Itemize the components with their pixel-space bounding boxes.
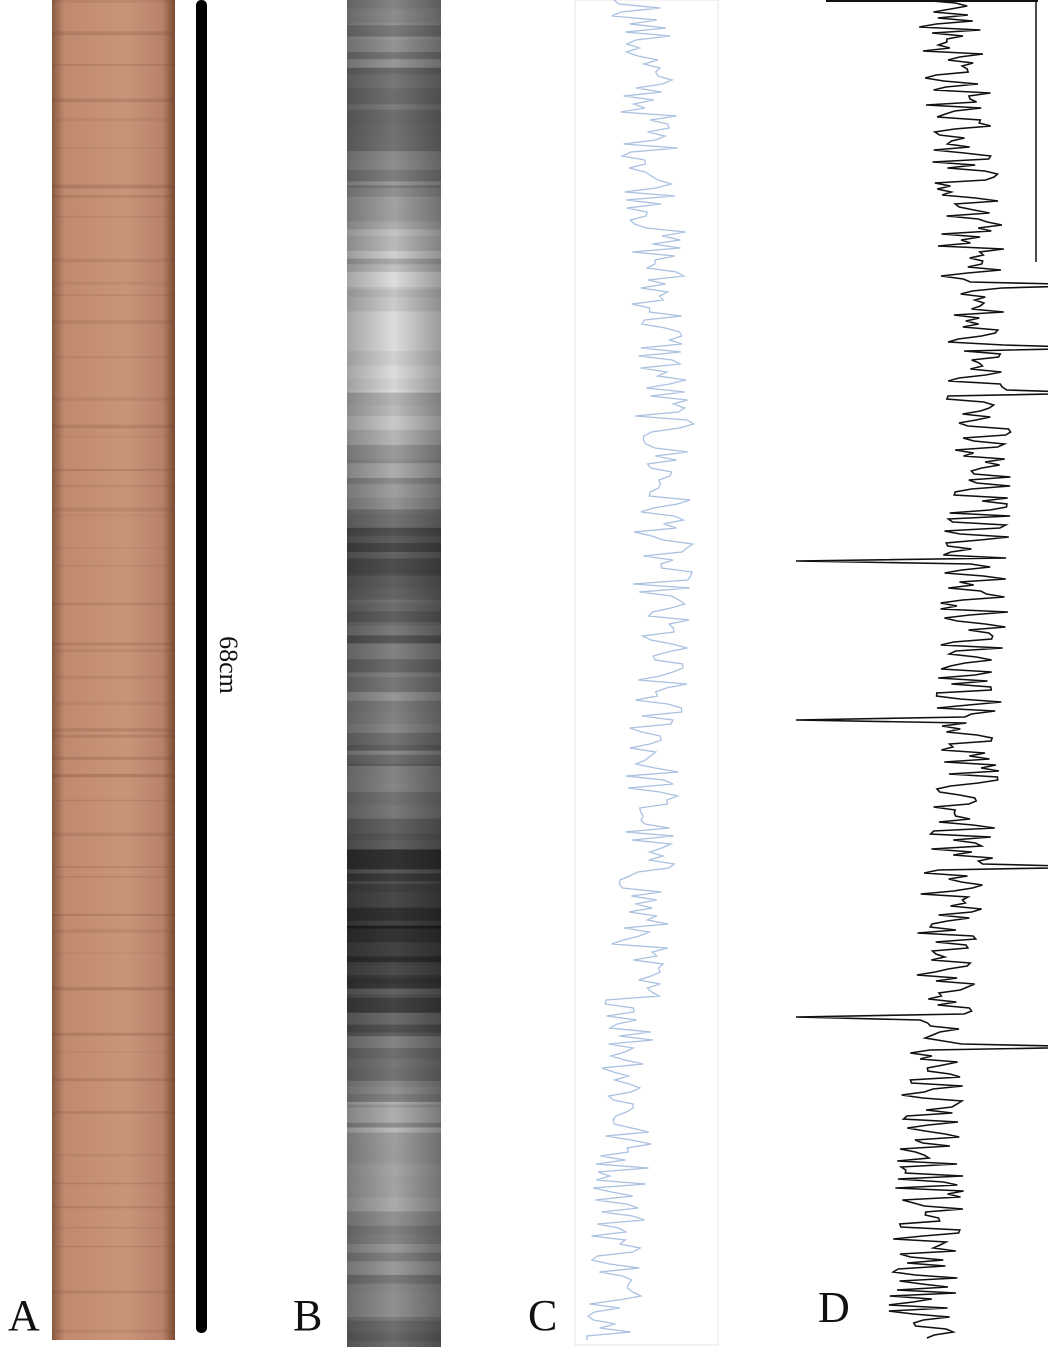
core-texture <box>52 1078 175 1082</box>
core-texture <box>52 1290 175 1294</box>
core-texture <box>52 1051 175 1053</box>
core-texture <box>52 468 175 472</box>
trace-c <box>586 0 696 1341</box>
core-texture <box>52 642 175 646</box>
panel-c-frame <box>574 0 719 1346</box>
core-texture <box>52 294 175 296</box>
xray-shade <box>347 0 441 1347</box>
core-texture <box>52 397 175 401</box>
core-texture <box>52 649 175 653</box>
core-texture <box>52 756 175 761</box>
core-texture <box>52 799 175 802</box>
core-texture <box>52 147 175 149</box>
core-texture <box>52 1153 175 1157</box>
core-texture <box>52 734 175 738</box>
core-texture <box>52 929 175 933</box>
core-texture <box>52 675 175 679</box>
core-texture <box>52 866 175 868</box>
core-texture <box>52 435 175 438</box>
core-texture <box>52 875 175 878</box>
core-texture <box>52 1206 175 1209</box>
core-texture <box>52 507 175 512</box>
core-texture <box>52 1111 175 1114</box>
core <box>52 0 175 1340</box>
core-texture <box>52 1245 175 1248</box>
core-texture <box>52 1032 175 1036</box>
core-texture <box>52 64 175 66</box>
panel-label: D <box>818 1283 850 1332</box>
scale-label: 68cm <box>214 636 243 694</box>
core-photo <box>52 0 175 1340</box>
core-texture <box>52 118 175 122</box>
core-texture <box>52 773 175 778</box>
core-texture <box>52 701 175 706</box>
core-texture <box>52 281 175 286</box>
core-texture <box>52 832 175 837</box>
core-texture <box>52 195 175 198</box>
core-texture <box>52 424 175 429</box>
core-texture <box>52 602 175 606</box>
scale-bar <box>196 0 207 1333</box>
core-texture <box>52 356 175 359</box>
core-texture <box>52 913 175 916</box>
core-texture <box>52 98 175 102</box>
core-texture <box>52 258 175 263</box>
core-texture <box>52 952 175 954</box>
core-texture <box>52 320 175 325</box>
core-texture <box>52 0 175 3</box>
core-texture <box>52 514 175 517</box>
core-texture <box>52 1226 175 1229</box>
core-texture <box>52 484 175 488</box>
core-texture <box>52 986 175 991</box>
trace-d <box>795 0 1048 1339</box>
core-texture <box>52 564 175 567</box>
core-texture <box>52 215 175 218</box>
core-texture <box>52 728 175 732</box>
core-texture <box>52 547 175 549</box>
core-texture <box>52 31 175 36</box>
core-texture <box>52 1329 175 1334</box>
core-texture <box>52 184 175 189</box>
core-texture <box>52 1182 175 1185</box>
panel-label: C <box>528 1291 557 1340</box>
panel-label: B <box>293 1291 322 1340</box>
panel-label: A <box>8 1291 40 1340</box>
